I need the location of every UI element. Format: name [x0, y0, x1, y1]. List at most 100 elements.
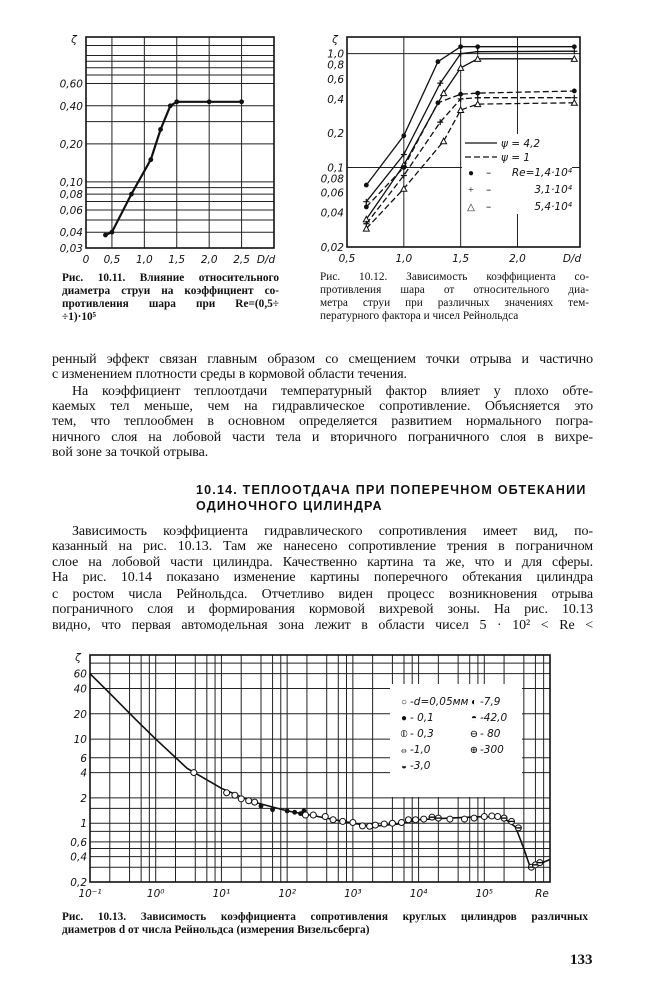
- data-point: [494, 813, 502, 821]
- legend-label: -1,0: [410, 744, 431, 756]
- x-tick-label: 2,0: [509, 253, 526, 265]
- text-line: пограничного слоя и формирования кормово…: [52, 602, 593, 617]
- plot-frame: [89, 654, 551, 883]
- data-point: [339, 817, 347, 825]
- data-point: [321, 813, 329, 821]
- text-line: с ростом числа Рейнольдса. Отчетливо вид…: [52, 587, 593, 602]
- legend-label: - 0,1: [410, 712, 434, 724]
- data-point: [470, 814, 478, 822]
- caption-line: метра струи при различных значениях тем-: [320, 297, 589, 309]
- data-point: [206, 99, 212, 105]
- data-point: [349, 818, 357, 826]
- x-tick-label: 2,5: [233, 254, 250, 266]
- data-point: [461, 815, 469, 823]
- y-tick-label: 0,6: [327, 74, 344, 86]
- data-point: [474, 48, 481, 55]
- data-point: [400, 151, 407, 158]
- y-tick-label: 0,2: [327, 128, 344, 140]
- data-point: [109, 229, 115, 235]
- x-tick-label: 10³: [344, 888, 362, 900]
- data-point: [420, 815, 428, 823]
- legend-background: [462, 134, 572, 214]
- data-point: [474, 94, 481, 101]
- y-tick-label: 0,04: [321, 208, 344, 220]
- legend-label: - 80: [480, 728, 501, 740]
- data-point: [401, 165, 407, 170]
- x-tick-label: 10⁵: [475, 888, 493, 900]
- x-tick-label: 10²: [278, 888, 296, 900]
- data-point: [363, 204, 369, 210]
- x-tick-label: 10¹: [213, 888, 231, 900]
- caption-line: пературного фактора и чисел Рейнольдса: [320, 310, 519, 322]
- caption-line: диаметра струи на коэффициент со-: [62, 285, 279, 297]
- legend-label: -42,0: [480, 712, 507, 724]
- data-point: [399, 184, 408, 192]
- data-point: [456, 63, 465, 71]
- series-line: [365, 90, 575, 208]
- data-point: [363, 182, 369, 188]
- legend-marker: +: [468, 185, 474, 196]
- data-point: [245, 797, 253, 805]
- data-point: [309, 811, 317, 819]
- y-tick-label: 0,03: [60, 243, 83, 255]
- data-point: [190, 769, 198, 777]
- y-tick-label: 0,08: [321, 173, 345, 185]
- data-point: [148, 157, 154, 163]
- data-point: [439, 137, 448, 145]
- legend-label: -7,9: [480, 696, 501, 708]
- y-axis-label: ζ: [331, 34, 339, 46]
- y-tick-label: 0,20: [60, 139, 84, 151]
- page-number: 133: [570, 952, 593, 968]
- x-axis-label: D/d: [257, 254, 276, 266]
- series-line: [365, 97, 575, 225]
- data-point: [439, 89, 448, 97]
- caption-line: противления шара при Re=(0,5÷: [62, 298, 279, 310]
- series-line: [365, 102, 575, 230]
- x-tick-label: 10⁴: [410, 888, 428, 900]
- y-tick-label: 0,40: [60, 101, 84, 113]
- x-tick-label: 1,5: [168, 254, 185, 266]
- legend: ○ -d=0,05мм ◐ -7,9● - 0,1 ◓ -42,0⦶ - 0,3 ⊖ - 80⦵ -…: [390, 684, 522, 797]
- y-tick-label: 40: [74, 683, 88, 695]
- data-point: [404, 816, 412, 824]
- legend-label: 3,1·10⁴: [534, 184, 572, 196]
- y-tick-label: 0,4: [70, 852, 87, 864]
- text-line: видно, что первая автомодельная зона леж…: [52, 618, 593, 633]
- legend-label: -300: [480, 744, 504, 756]
- data-point: [158, 127, 163, 132]
- text-line: вой зоне за точкой отрыва.: [52, 445, 209, 460]
- data-point: [380, 820, 388, 828]
- data-point: [329, 816, 337, 824]
- caption-line: противления шара от относительного диа-: [320, 284, 589, 296]
- y-tick-label: 0,60: [60, 79, 84, 91]
- legend-marker: ●: [401, 713, 407, 724]
- data-point: [480, 813, 488, 821]
- y-tick-label: 0,2: [70, 877, 87, 889]
- data-point: [128, 191, 134, 197]
- data-point: [457, 95, 464, 102]
- data-point: [174, 99, 180, 105]
- data-point: [435, 59, 441, 65]
- y-tick-label: 0,06: [321, 188, 345, 200]
- legend-label: 5,4·10⁴: [534, 201, 572, 213]
- legend-label: ψ = 4,2: [501, 138, 540, 150]
- text-line: Зависимость коэффициента гидравлического…: [72, 524, 593, 539]
- y-tick-label: 2: [80, 793, 87, 805]
- data-point: [270, 807, 275, 813]
- legend-marker: ◓: [471, 713, 477, 724]
- legend-marker: ⊖: [470, 729, 478, 740]
- legend-marker: ○: [401, 697, 407, 708]
- y-tick-label: 10: [74, 734, 88, 746]
- y-tick-label: 0,06: [60, 205, 84, 217]
- x-tick-label: 10⁰: [147, 888, 165, 900]
- data-point: [571, 44, 577, 50]
- heading-line: 10.14. ТЕПЛООТДАЧА ПРИ ПОПЕРЕЧНОМ ОБТЕКА…: [196, 483, 587, 497]
- legend-label: -d=0,05мм: [410, 696, 469, 708]
- data-point: [412, 816, 420, 824]
- legend-marker: △: [467, 202, 475, 213]
- y-tick-label: 1,0: [327, 49, 344, 61]
- x-tick-label: 1,0: [395, 253, 412, 265]
- legend-dash: –: [486, 201, 491, 213]
- legend-label: - 0,3: [410, 728, 434, 740]
